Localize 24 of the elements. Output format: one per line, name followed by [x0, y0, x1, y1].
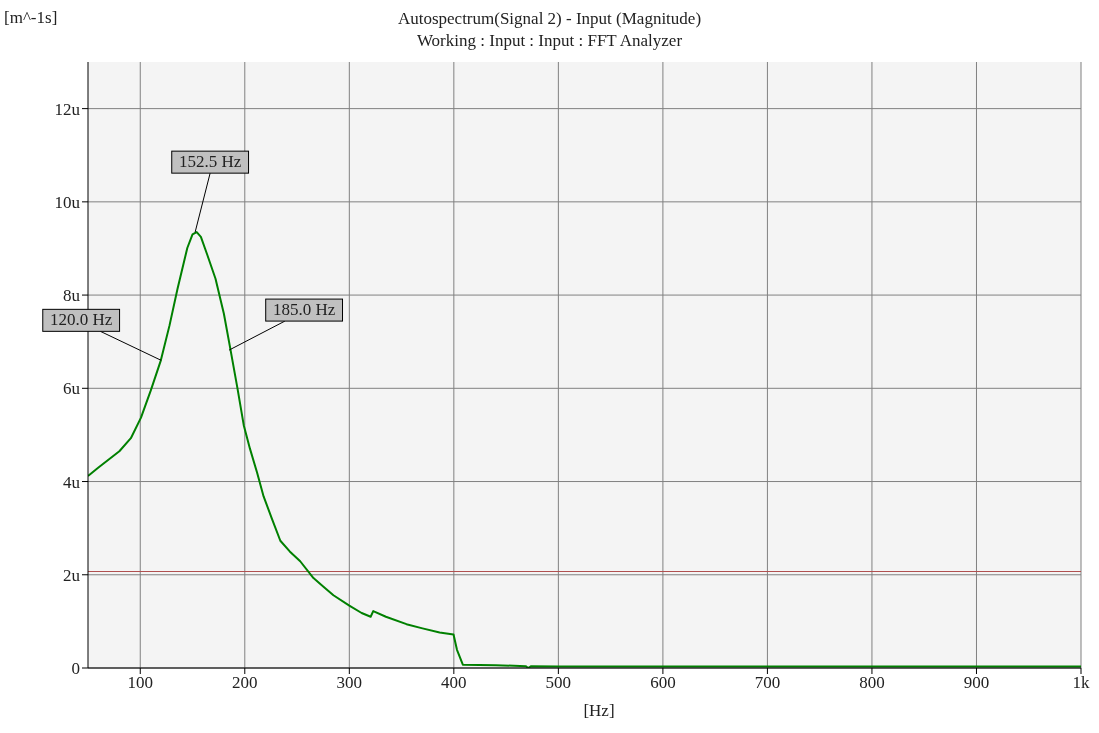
- annotation: 185.0 Hz: [272, 300, 336, 320]
- x-tick-label: 100: [127, 673, 154, 693]
- x-tick-label: 400: [441, 673, 467, 693]
- x-tick-label: 600: [650, 673, 676, 693]
- y-tick-label: 0: [71, 659, 80, 679]
- y-tick-label: 12u: [54, 99, 81, 119]
- y-tick-label: 2u: [63, 565, 81, 585]
- annotation: 120.0 Hz: [50, 310, 113, 330]
- x-tick-label: 1k: [1072, 673, 1090, 693]
- x-axis-title: [Hz]: [583, 701, 615, 721]
- annotation: 152.5 Hz: [178, 152, 242, 172]
- y-tick-label: 10u: [54, 192, 81, 212]
- x-tick-label: 700: [754, 673, 781, 693]
- x-tick-label: 500: [545, 673, 572, 693]
- x-tick-label: 800: [859, 673, 885, 693]
- y-tick-label: 6u: [63, 379, 81, 399]
- y-tick-label: 8u: [63, 286, 81, 306]
- y-axis-title: [m^-1s]: [4, 8, 58, 28]
- chart-subtitle: Working : Input : Input : FFT Analyzer: [415, 30, 684, 52]
- x-tick-label: 300: [336, 673, 363, 693]
- x-tick-label: 200: [232, 673, 258, 693]
- chart-title: Autospectrum(Signal 2) - Input (Magnitude): [397, 9, 702, 28]
- x-tick-label: 900: [963, 673, 990, 693]
- y-tick-label: 4u: [63, 472, 81, 492]
